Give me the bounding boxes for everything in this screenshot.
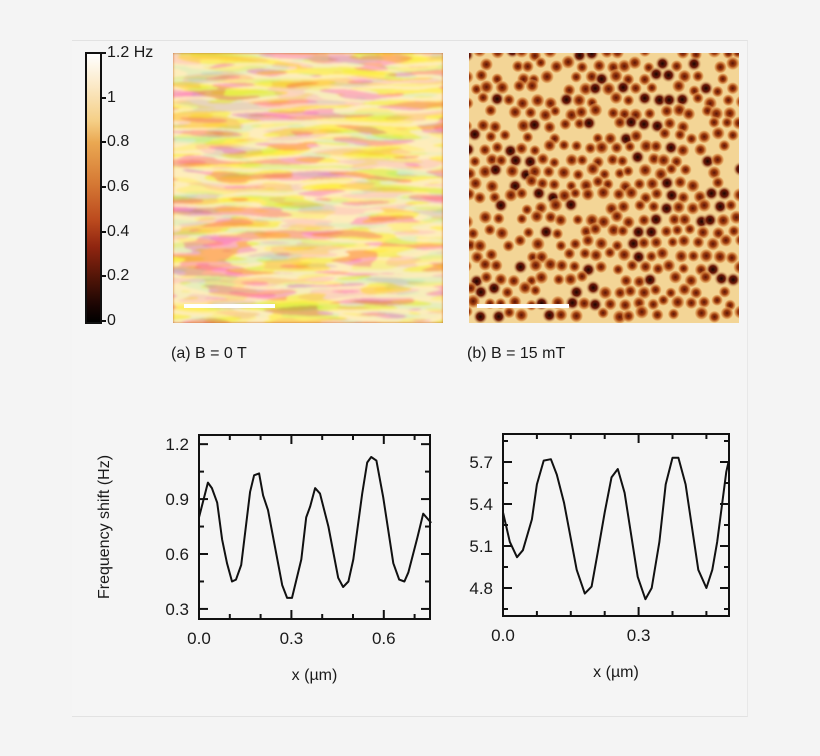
- colorbar-label: 0: [107, 312, 116, 329]
- x-tick-label: 0.3: [627, 626, 651, 645]
- scale-bar-b: [477, 304, 569, 308]
- plot-frame-1: [502, 433, 730, 617]
- x-tick-label: 0.0: [491, 626, 515, 645]
- caption-b: (b) B = 15 mT: [467, 345, 566, 362]
- data-line-0: [198, 456, 432, 599]
- mfm-image-b: [469, 53, 739, 323]
- mfm-image-a: [173, 53, 443, 323]
- y-tick-label: 0.9: [165, 490, 189, 509]
- colorbar-label: 0.6: [107, 178, 130, 195]
- scale-bar-a: [184, 304, 275, 308]
- data-line-1: [502, 456, 730, 601]
- colorbar-tick: [100, 186, 106, 188]
- colorbar-tick: [100, 320, 106, 322]
- caption-a: (a) B = 0 T: [171, 345, 247, 362]
- plot-frame-0: [198, 434, 431, 620]
- colorbar-tick: [100, 230, 106, 233]
- colorbar: [85, 52, 102, 324]
- y-tick-label: 5.1: [469, 537, 493, 556]
- y-tick-label: 5.4: [469, 495, 493, 514]
- y-tick-label: 0.6: [165, 545, 189, 564]
- y-tick-label: 5.7: [469, 453, 493, 472]
- colorbar-label: 1.2 Hz: [107, 44, 154, 61]
- x-tick-label: 0.6: [372, 629, 396, 648]
- y-axis-title: Frequency shift (Hz): [96, 455, 113, 599]
- colorbar-label: 1: [107, 88, 116, 106]
- x-tick-label: 0.0: [187, 629, 211, 648]
- x-tick-label: 0.3: [280, 629, 304, 648]
- y-tick-label: 1.2: [165, 435, 189, 454]
- colorbar-tick: [100, 275, 106, 278]
- colorbar-label: 0.4: [107, 222, 130, 240]
- colorbar-tick: [100, 52, 106, 54]
- colorbar-label: 0.8: [107, 133, 130, 151]
- y-tick-label: 4.8: [469, 579, 493, 598]
- colorbar-label: 0.2: [107, 267, 130, 285]
- x-axis-title: x (µm): [292, 667, 338, 684]
- colorbar-tick: [100, 141, 106, 144]
- x-axis-title: x (µm): [593, 664, 639, 681]
- colorbar-tick: [100, 96, 106, 99]
- y-tick-label: 0.3: [165, 600, 189, 619]
